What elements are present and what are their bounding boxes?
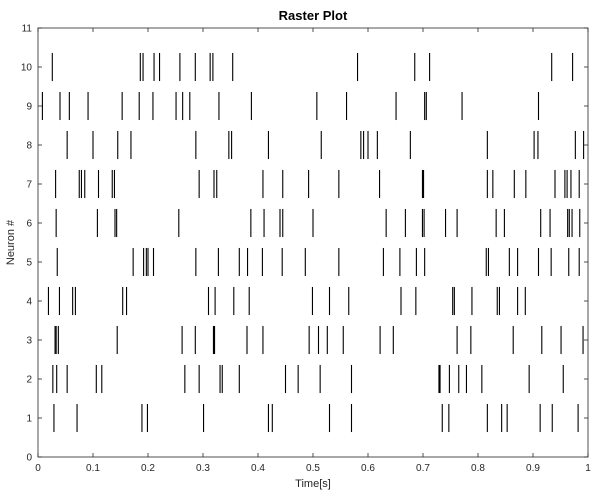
axes-box [37, 27, 589, 458]
y-tick-label: 5 [26, 258, 32, 269]
y-tick-label: 8 [26, 141, 32, 152]
y-tick-label: 4 [26, 297, 32, 308]
x-tick-label: 0.8 [471, 463, 485, 474]
y-tick-label: 6 [26, 219, 32, 230]
x-tick-label: 0.6 [361, 463, 375, 474]
y-axis-label: Neuron # [5, 219, 17, 265]
x-tick-label: 1 [585, 463, 591, 474]
y-tick-label: 10 [21, 63, 33, 74]
x-tick-label: 0.2 [141, 463, 155, 474]
x-tick-label: 0.5 [306, 463, 320, 474]
y-axis-ticks: 0 1 2 3 4 5 6 7 8 9 10 11 [21, 24, 588, 464]
x-tick-label: 0.1 [86, 463, 100, 474]
y-tick-label: 2 [26, 375, 32, 386]
y-tick-label: 7 [26, 180, 32, 191]
x-tick-label: 0.3 [196, 463, 210, 474]
x-axis-label: Time[s] [295, 478, 331, 490]
x-tick-label: 0.4 [251, 463, 265, 474]
y-tick-label: 1 [26, 414, 32, 425]
spike-layer [41, 52, 585, 433]
x-tick-label: 0 [35, 463, 41, 474]
y-tick-label: 11 [22, 24, 33, 35]
chart-title: Raster Plot [279, 8, 348, 23]
y-tick-label: 3 [26, 336, 32, 347]
y-tick-label: 0 [26, 453, 32, 464]
x-axis-ticks: 0 0.1 0.2 0.3 0.4 0.5 0.6 0.7 0.8 0.9 1 [35, 28, 591, 474]
y-tick-label: 9 [26, 102, 32, 113]
x-tick-label: 0.9 [526, 463, 540, 474]
x-tick-label: 0.7 [416, 463, 430, 474]
